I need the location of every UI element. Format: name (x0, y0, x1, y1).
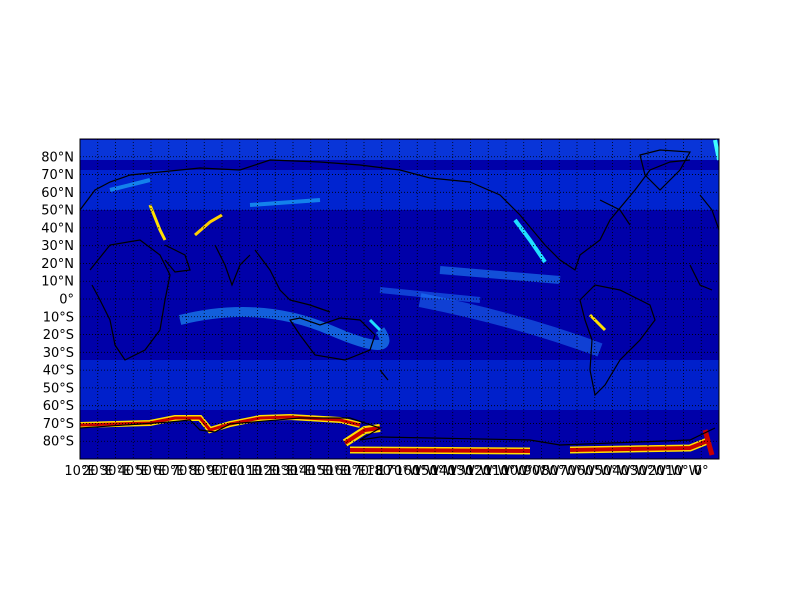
longitude-tick-label: 120°E (255, 464, 295, 479)
latitude-tick-label: 80°S (43, 435, 74, 450)
latitude-tick-label: 80°N (41, 150, 74, 165)
longitude-tick-label: 100°W (502, 464, 546, 479)
longitude-tick-label: 160°W (395, 464, 439, 479)
latitude-tick-label: 30°N (41, 239, 74, 254)
coastlines (80, 149, 719, 446)
latitude-tick-label: 70°S (43, 417, 74, 432)
latitude-tick-label: 0° (59, 293, 74, 308)
longitude-tick-label: 100°E (220, 464, 260, 479)
longitude-tick-label: 30°W (630, 464, 666, 479)
latitude-tick-label: 30°S (43, 346, 74, 361)
longitude-tick-label: 120°W (466, 464, 510, 479)
latitude-tick-label: 20°N (41, 257, 74, 272)
longitude-tick-label: 140°W (431, 464, 475, 479)
longitude-tick-label: 110°E (238, 464, 278, 479)
longitude-tick-label: 60°E (153, 464, 184, 479)
latitude-tick-label: 40°S (43, 364, 74, 379)
latitude-tick-label: 60°N (41, 186, 74, 201)
longitude-tick-label: 40°E (118, 464, 149, 479)
longitude-tick-label: 70°W (559, 464, 595, 479)
longitude-tick-label: 170°E (344, 464, 384, 479)
longitude-tick-label: 150°E (309, 464, 349, 479)
longitude-tick-label: 10°E (64, 464, 95, 479)
latitude-tick-label: 10°N (41, 275, 74, 290)
longitude-tick-label: 140°E (291, 464, 331, 479)
longitude-tick-label: 0° (694, 464, 709, 479)
longitude-tick-label: 10°W (666, 464, 702, 479)
latitude-labels: 80°N 70°N 60°N 50°N 40°N 30°N 20°N 10°N 0° 10°S 20… (41, 150, 74, 449)
longitude-tick-label: 50°W (595, 464, 631, 479)
latitude-tick-label: 20°S (43, 328, 74, 343)
longitude-tick-label: 110°W (484, 464, 528, 479)
longitude-tick-label: 160°E (326, 464, 366, 479)
longitude-tick-label: 80°E (189, 464, 220, 479)
longitude-tick-label: 180° (366, 464, 397, 479)
longitude-tick-label: 130°W (448, 464, 492, 479)
longitude-tick-label: 60°W (577, 464, 613, 479)
longitude-tick-label: 90°E (206, 464, 237, 479)
latitude-tick-label: 40°N (41, 221, 74, 236)
map-frame (79, 138, 720, 460)
longitude-tick-label: 20°W (648, 464, 684, 479)
longitude-tick-label: 80°W (541, 464, 577, 479)
longitude-tick-label: 130°E (273, 464, 313, 479)
longitude-tick-label: 170°W (377, 464, 421, 479)
longitude-tick-label: 150°W (413, 464, 457, 479)
graticule-grid (79, 139, 719, 459)
longitude-tick-label: 90°W (524, 464, 560, 479)
longitude-tick-label: 50°E (135, 464, 166, 479)
longitude-tick-label: 40°W (612, 464, 648, 479)
longitude-labels: 10°E20°E30°E40°E50°E60°E70°E80°E90°E100°… (64, 464, 708, 479)
latitude-tick-label: 70°N (41, 168, 74, 183)
latitude-tick-label: 60°S (43, 399, 74, 414)
longitude-tick-label: 30°E (100, 464, 131, 479)
latitude-tick-label: 50°S (43, 381, 74, 396)
longitude-tick-label: 70°E (171, 464, 202, 479)
latitude-tick-label: 10°S (43, 310, 74, 325)
longitude-tick-label: 20°E (82, 464, 113, 479)
latitude-tick-label: 50°N (41, 204, 74, 219)
